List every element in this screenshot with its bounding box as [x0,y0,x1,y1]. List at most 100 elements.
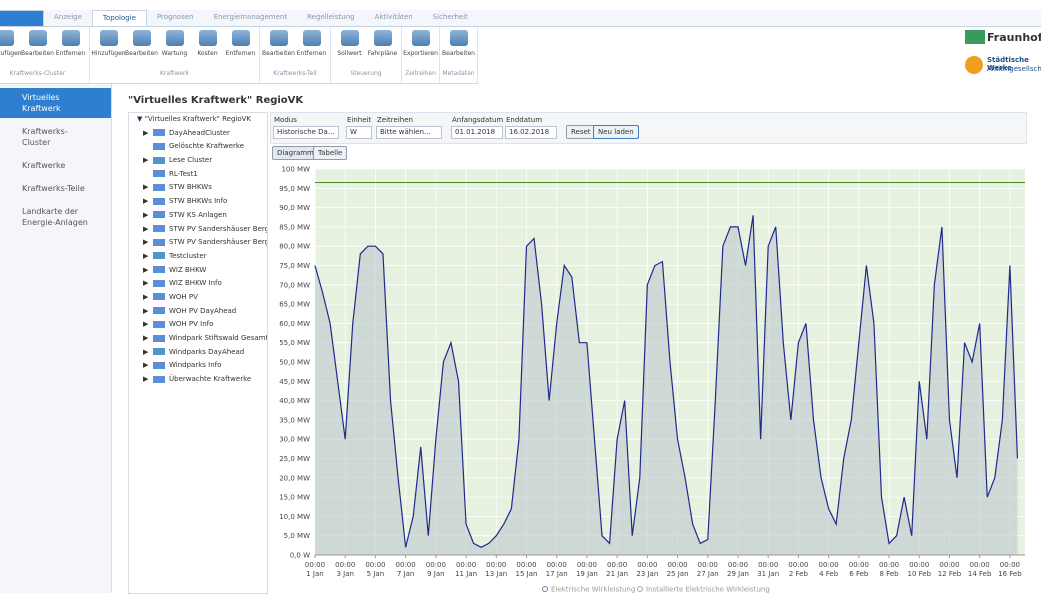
tab[interactable]: Energiemanagement [213,13,288,21]
ribbon-button[interactable]: Sollwert [333,27,366,57]
date-input[interactable]: 16.02.2018 [505,126,557,139]
y-tick-label: 30,0 MW [279,436,310,444]
tree-item[interactable]: ▶ STW PV Sandershäuser Berg I... [129,236,267,250]
ribbon-button[interactable]: Entfernen [224,27,257,57]
expander: ▶ [143,361,149,370]
ribbon-button[interactable]: Wartung [158,27,191,57]
button[interactable]: Neu laden [593,125,639,139]
button-label: Bearbeiten [262,50,295,57]
ribbon-button[interactable]: Bearbeiten [21,27,54,57]
tab[interactable]: Anzeige [54,13,82,21]
tab[interactable]: Topologie [91,10,147,26]
y-tick-label: 75,0 MW [279,262,310,270]
x-tick-label: 00:00 29 Jan [727,561,749,578]
ribbon-button[interactable]: Entfernen [54,27,87,57]
ribbon-button[interactable]: Entfernen [295,27,328,57]
tree-label: Gelöschte Kraftwerke [169,142,245,151]
tree-root[interactable]: ▼ "Virtuelles Kraftwerk" RegioVK [129,113,267,127]
tree-item[interactable]: ▶ Windpark Stiftswald Gesamt [129,332,267,346]
tree-item[interactable]: ▶ STW PV Sandershäuser Berg [129,223,267,237]
tree-item[interactable]: ▶ Lese Cluster [129,154,267,168]
x-tick-label: 00:00 13 Jan [485,561,507,578]
select[interactable]: Historische Da... [273,126,339,139]
tree-item[interactable]: ▶ STW KS Anlagen [129,209,267,223]
ribbon-button[interactable]: Fahrpläne [366,27,399,57]
legend-symbol [542,586,548,592]
tree-label: RL-Test1 [169,169,198,178]
tree-label: WOH PV Info [169,320,214,329]
x-tick-label: 00:00 4 Feb [819,561,839,578]
icon [231,30,250,46]
x-tick-label: 00:00 7 Jan [396,561,416,578]
tree-item[interactable]: ▶ WOH PV Info [129,318,267,332]
label: Zeitreihen [377,116,413,124]
ribbon-button[interactable]: Bearbeiten [262,27,295,57]
tree-item[interactable]: ▶ Windparks DayAhead [129,346,267,360]
button-label: Entfernen [55,50,86,57]
tree-item[interactable]: ▶ DayAheadCluster [129,127,267,141]
nav-item[interactable]: Kraftwerks-Cluster [22,127,68,147]
icon [153,293,165,301]
button-label: Bearbeiten [21,50,54,57]
expander: ▶ [143,292,149,301]
date-input[interactable]: 01.01.2018 [451,126,503,139]
tree-item[interactable]: ▶ WOH PV DayAhead [129,305,267,319]
nav-item[interactable]: Virtuelles Kraftwerk [0,88,111,118]
expander: ▶ [143,279,149,288]
logo-icon [965,56,983,74]
tree-item[interactable]: ▶ STW BHKWs [129,181,267,195]
ribbon-button[interactable]: Exportieren [403,27,438,57]
button-row: Exportieren [403,27,438,57]
view-tab[interactable]: Tabelle [313,146,348,160]
tree-item[interactable]: ▶ WIZ BHKW Info [129,277,267,291]
tree-item[interactable]: ▶ Windparks Info [129,359,267,373]
expander: ▶ [143,210,149,219]
tree-item[interactable]: Gelöschte Kraftwerke [129,140,267,154]
tree-item[interactable]: ▶ Überwachte Kraftwerke [129,373,267,387]
button-label: Hinzufügen [0,50,22,57]
ribbon-button[interactable]: Hinzufügen [91,27,126,57]
ribbon-button[interactable]: Kosten [191,27,224,57]
tab[interactable]: Aktivitäten [374,13,413,21]
button[interactable]: Reset [566,125,596,139]
tab[interactable] [0,10,44,26]
tree-item[interactable]: ▶ Testcluster [129,250,267,264]
nav-item[interactable]: Kraftwerke [22,161,66,170]
x-tick-label: 00:00 21 Jan [606,561,628,578]
y-tick-label: 60,0 MW [279,320,310,328]
ribbon-button[interactable]: Hinzufügen [0,27,22,57]
group-label: Zeitreihen [405,70,436,77]
x-tick-label: 00:00 17 Jan [546,561,568,578]
icon [0,30,14,46]
nav-item[interactable]: Kraftwerks-Teile [22,184,85,193]
tree-item[interactable]: RL-Test1 [129,168,267,182]
y-tick-label: 95,0 MW [279,185,310,193]
x-tick-label: 00:00 25 Jan [667,561,689,578]
nav: Virtuelles Kraftwerk Kraftwerks-Cluster Kr… [0,84,112,593]
x-tick-label: 00:00 2 Feb [788,561,808,578]
icon [153,375,165,383]
ribbon-button[interactable]: Bearbeiten [442,27,475,57]
tab[interactable]: Sicherheit [432,13,468,21]
tree-label: "Virtuelles Kraftwerk" RegioVK [144,115,252,123]
select[interactable]: W [346,126,372,139]
tree-item[interactable]: ▶ WIZ BHKW [129,264,267,278]
tab[interactable]: Prognosen [156,13,194,21]
y-tick-label: 55,0 MW [279,339,310,347]
y-tick-label: 80,0 MW [279,243,310,251]
y-tick-label: 85,0 MW [279,223,310,231]
ribbon-button[interactable]: Bearbeiten [125,27,158,57]
tree-item[interactable]: ▶ STW BHKWs Info [129,195,267,209]
group-label: Metadaten [442,70,475,77]
nav-item[interactable]: Landkarte der Energie-Anlagen [22,207,88,227]
icon [340,30,359,46]
tree-item[interactable]: ▶ WOH PV [129,291,267,305]
tree-label: Windparks Info [169,361,222,370]
view-tab[interactable]: Diagramm [272,146,319,160]
expander: ▶ [143,238,149,247]
x-tick-label: 00:00 31 Jan [757,561,779,578]
select[interactable]: Bitte wählen... [376,126,442,139]
tab[interactable]: Regelleistung [307,13,355,21]
icon [153,252,165,260]
